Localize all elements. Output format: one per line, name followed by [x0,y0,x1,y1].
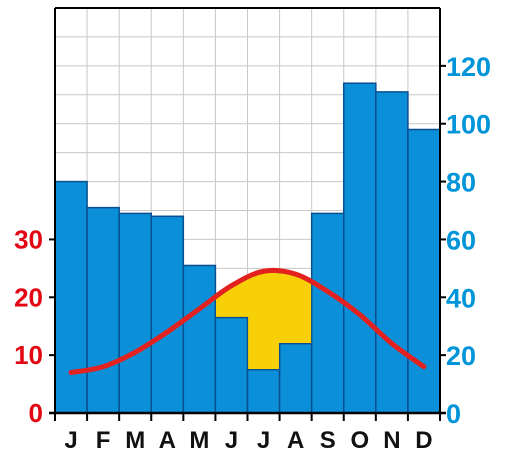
right-tick-label: 40 [446,283,476,313]
precip-bar-1 [86,206,120,414]
left-tick-label: 10 [14,340,43,370]
chart-frame [49,7,446,421]
x-tick-label: M [189,427,209,453]
right-tick-label: 120 [446,52,491,82]
precip-bar-8 [310,212,345,414]
x-tick-label: N [383,427,400,453]
temperature-line [68,267,427,375]
right-tick-label: 80 [446,168,476,198]
left-tick-label: 20 [14,282,43,312]
precip-bar-0 [54,180,88,414]
x-tick-label: A [159,427,176,453]
precip-bar-9 [343,82,377,414]
x-tick-label: F [96,427,111,453]
x-tick-label: J [257,427,270,453]
x-tick-label: A [287,427,304,453]
precipitation-bars [54,82,441,414]
x-tick-label: O [350,427,369,453]
right-tick-label: 0 [446,399,461,429]
x-tick-label: J [225,427,238,453]
precip-bar-10 [375,91,409,414]
precip-bar-3 [150,215,185,414]
x-tick-label: S [320,427,336,453]
left-tick-label: 0 [29,398,43,428]
precip-bar-4 [182,264,217,414]
precip-bar-5 [214,316,249,414]
right-axis-ticks: 0 20 40 60 80 100 120 [446,52,491,429]
left-tick-label: 30 [14,224,43,254]
precip-bar-7 [278,342,313,414]
x-tick-label: M [125,427,145,453]
precip-bar-11 [407,128,441,414]
precip-bar-2 [118,212,152,414]
x-tick-label: D [415,427,432,453]
precip-bar-6 [246,368,281,414]
right-tick-label: 20 [446,341,476,371]
right-tick-label: 60 [446,225,476,255]
x-tick-label: J [64,427,77,453]
right-tick-label: 100 [446,110,491,140]
left-axis-ticks: 0 10 20 30 [14,224,43,428]
